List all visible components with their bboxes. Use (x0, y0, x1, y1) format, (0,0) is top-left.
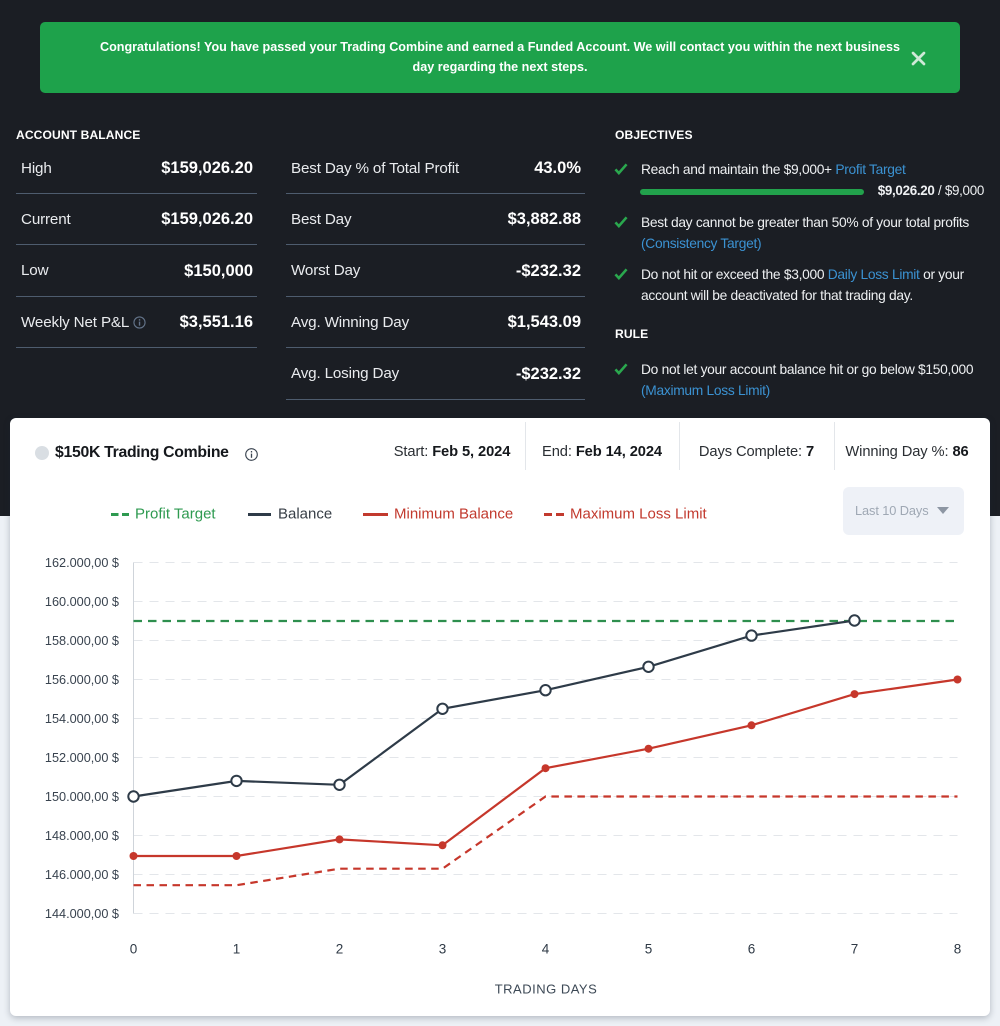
svg-text:144.000,00 $: 144.000,00 $ (45, 907, 119, 921)
svg-text:152.000,00 $: 152.000,00 $ (45, 751, 119, 765)
svg-text:156.000,00 $: 156.000,00 $ (45, 673, 119, 687)
svg-text:160.000,00 $: 160.000,00 $ (45, 595, 119, 609)
svg-text:148.000,00 $: 148.000,00 $ (45, 829, 119, 843)
svg-text:154.000,00 $: 154.000,00 $ (45, 712, 119, 726)
svg-text:150.000,00 $: 150.000,00 $ (45, 790, 119, 804)
svg-text:3: 3 (439, 942, 447, 957)
svg-text:0: 0 (130, 942, 138, 957)
svg-text:146.000,00 $: 146.000,00 $ (45, 868, 119, 882)
svg-text:1: 1 (233, 942, 241, 957)
svg-text:4: 4 (542, 942, 550, 957)
svg-text:158.000,00 $: 158.000,00 $ (45, 634, 119, 648)
svg-text:6: 6 (748, 942, 756, 957)
svg-text:TRADING DAYS: TRADING DAYS (495, 982, 598, 997)
svg-text:5: 5 (645, 942, 653, 957)
svg-text:7: 7 (851, 942, 859, 957)
svg-text:8: 8 (954, 942, 962, 957)
svg-text:2: 2 (336, 942, 344, 957)
svg-text:162.000,00 $: 162.000,00 $ (45, 556, 119, 570)
